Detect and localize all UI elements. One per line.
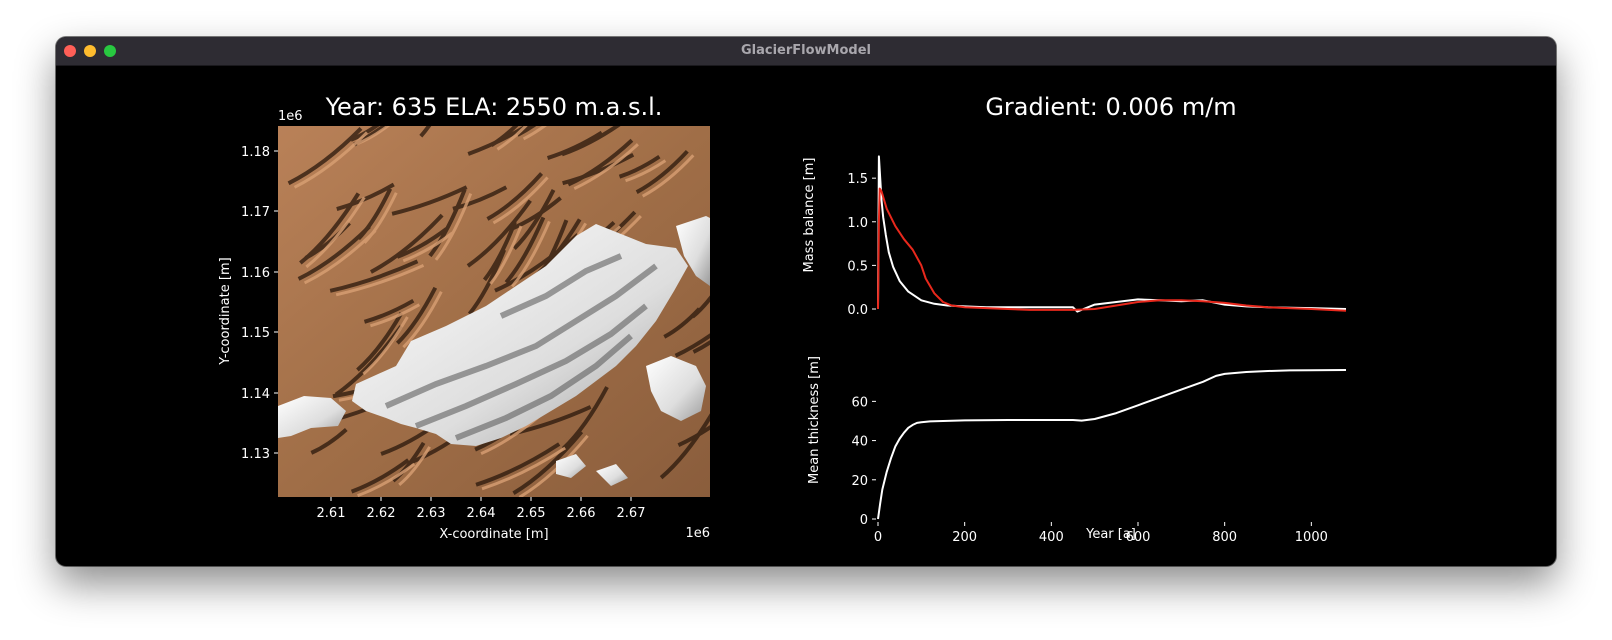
map-y-tick-label: 1.13 [241, 447, 270, 462]
map-x-tick-label: 2.61 [317, 506, 346, 521]
map-y-label: Y-coordinate [m] [218, 257, 233, 365]
map-y-tick-label: 1.16 [241, 266, 270, 281]
chart1-y-tick-label: 1.5 [847, 172, 868, 187]
chart2-x-tick-label: 1000 [1295, 530, 1328, 545]
map-x-tick-label: 2.64 [467, 506, 496, 521]
chart2-y-tick-label: 40 [851, 435, 868, 450]
map-x-tick-label: 2.66 [567, 506, 596, 521]
minimize-button[interactable] [84, 45, 96, 57]
chart2-y-tick-label: 60 [851, 395, 868, 410]
chart2-x-tick-label: 200 [952, 530, 977, 545]
map-y-tick-label: 1.17 [241, 205, 270, 220]
chart1-y-tick-label: 0.5 [847, 259, 868, 274]
chart2-x-tick-label: 600 [1126, 530, 1151, 545]
thickness-y-label: Mean thickness [m] [807, 356, 822, 484]
map-y-offset: 1e6 [278, 109, 303, 124]
map-x-tick-label: 2.65 [517, 506, 546, 521]
map-y-tick-label: 1.18 [241, 145, 270, 160]
right-panel-title: Gradient: 0.006 m/m [985, 93, 1236, 121]
map-axes: 2.61 2.62 2.63 2.64 2.65 2.66 2.67 1.13 1.14 1.15… [241, 145, 645, 521]
map-x-tick-label: 2.62 [367, 506, 396, 521]
mass-balance-y-label: Mass balance [m] [802, 158, 817, 273]
map-x-tick-label: 2.63 [417, 506, 446, 521]
map-x-tick-label: 2.67 [617, 506, 646, 521]
chart2-y-tick-label: 0 [860, 513, 868, 528]
chart2-series-line [877, 369, 1347, 520]
app-window: GlacierFlowModel Year: 635 ELA: 2550 m.a… [56, 37, 1556, 566]
chart1-y-tick-label: 1.0 [847, 216, 868, 231]
chart2-x-tick-label: 400 [1039, 530, 1064, 545]
map-x-offset: 1e6 [685, 526, 710, 541]
map-title: Year: 635 ELA: 2550 m.a.s.l. [325, 93, 663, 121]
title-bar: GlacierFlowModel [56, 37, 1556, 66]
chart2-x-tick-label: 0 [874, 530, 882, 545]
chart1-series-line [877, 187, 1347, 312]
maximize-button[interactable] [104, 45, 116, 57]
relief-map [278, 126, 710, 497]
chart2-y-tick-label: 20 [851, 474, 868, 489]
mass-balance-chart: 0.0 0.5 1.0 1.5 [847, 155, 1347, 318]
thickness-x-label: Year [a] [1085, 527, 1136, 542]
chart1-series-line [877, 155, 1347, 313]
chart2-x-tick-label: 800 [1212, 530, 1237, 545]
glacier-ice [278, 216, 710, 486]
map-y-tick-label: 1.14 [241, 387, 270, 402]
map-y-tick-label: 1.15 [241, 326, 270, 341]
chart1-y-tick-label: 0.0 [847, 303, 868, 318]
figure-canvas: Year: 635 ELA: 2550 m.a.s.l. 1e6 [218, 93, 1347, 545]
map-x-label: X-coordinate [m] [439, 527, 548, 542]
close-button[interactable] [64, 45, 76, 57]
window-title: GlacierFlowModel [740, 43, 871, 58]
